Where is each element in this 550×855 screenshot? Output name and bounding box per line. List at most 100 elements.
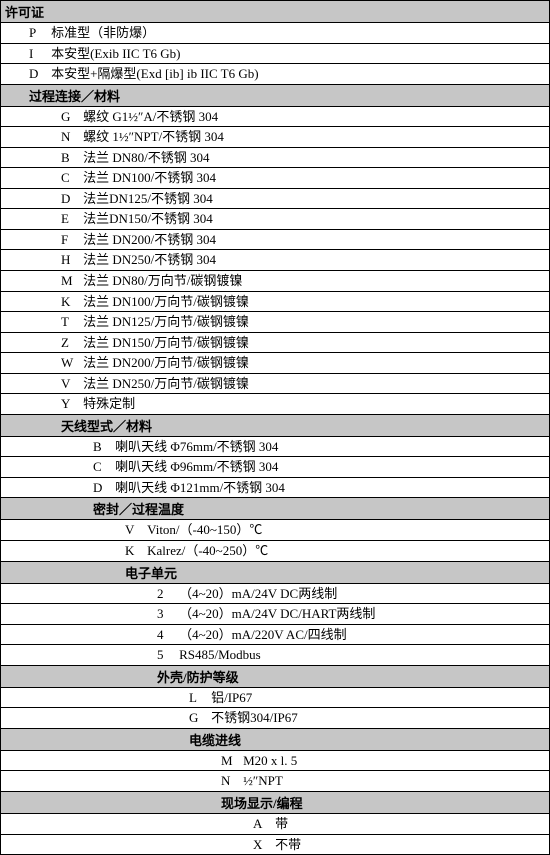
option-code: N (221, 772, 237, 790)
option-desc: 法兰 DN150/万向节/碳钢镀镍 (83, 335, 249, 350)
option-row: V Viton/（-40~150）℃ (1, 520, 549, 541)
option-code: C (93, 458, 109, 476)
option-desc: （4~20）mA/220V AC/四线制 (179, 627, 347, 642)
option-desc: 法兰 DN80/不锈钢 304 (83, 150, 209, 165)
option-desc: Kalrez/（-40~250）℃ (147, 543, 268, 558)
option-code: Y (61, 395, 77, 413)
option-code: P (29, 24, 45, 42)
option-code: Z (61, 334, 77, 352)
option-code: I (29, 45, 45, 63)
option-code: D (29, 65, 45, 83)
option-desc: 法兰 DN200/万向节/碳钢镀镍 (83, 355, 249, 370)
option-code: L (189, 689, 205, 707)
option-desc: Viton/（-40~150）℃ (147, 522, 262, 537)
option-row: 3 （4~20）mA/24V DC/HART两线制 (1, 604, 549, 625)
option-desc: （4~20）mA/24V DC两线制 (179, 586, 337, 601)
option-row: N 螺纹 1½″NPT/不锈钢 304 (1, 127, 549, 148)
option-row: B 法兰 DN80/不锈钢 304 (1, 148, 549, 169)
option-row: X 不带 (1, 835, 549, 855)
option-desc: 法兰 DN200/不锈钢 304 (83, 232, 216, 247)
option-code: A (253, 815, 269, 833)
option-row: N ½″NPT (1, 771, 549, 792)
option-row: D 法兰DN125/不锈钢 304 (1, 189, 549, 210)
option-row: V 法兰 DN250/万向节/碳钢镀镍 (1, 374, 549, 395)
option-code: M (61, 272, 77, 290)
section-header: 现场显示/编程 (1, 792, 549, 814)
option-row: 4 （4~20）mA/220V AC/四线制 (1, 625, 549, 646)
option-code: D (61, 190, 77, 208)
option-desc: 螺纹 G1½″A/不锈钢 304 (83, 109, 218, 124)
option-desc: 法兰 DN80/万向节/碳钢镀镍 (83, 273, 242, 288)
option-desc: 铝/IP67 (211, 690, 252, 705)
option-row: C 喇叭天线 Φ96mm/不锈钢 304 (1, 457, 549, 478)
option-row: Y 特殊定制 (1, 394, 549, 415)
option-desc: M20 x l. 5 (243, 753, 297, 768)
option-desc: 喇叭天线 Φ76mm/不锈钢 304 (115, 439, 278, 454)
section-header: 外壳/防护等级 (1, 666, 549, 688)
option-row: A 带 (1, 814, 549, 835)
option-code: 2 (157, 585, 173, 603)
option-row: M M20 x l. 5 (1, 751, 549, 772)
option-code: 3 (157, 605, 173, 623)
option-code: F (61, 231, 77, 249)
option-code: 5 (157, 646, 173, 664)
option-code: K (61, 293, 77, 311)
option-row: B 喇叭天线 Φ76mm/不锈钢 304 (1, 437, 549, 458)
option-row: D 本安型+隔爆型(Exd [ib] ib IIC T6 Gb) (1, 64, 549, 85)
option-row: T 法兰 DN125/万向节/碳钢镀镍 (1, 312, 549, 333)
option-desc: 螺纹 1½″NPT/不锈钢 304 (83, 129, 224, 144)
option-row: H 法兰 DN250/不锈钢 304 (1, 250, 549, 271)
option-row: L 铝/IP67 (1, 688, 549, 709)
option-row: D 喇叭天线 Φ121mm/不锈钢 304 (1, 478, 549, 499)
option-desc: 法兰 DN250/万向节/碳钢镀镍 (83, 376, 249, 391)
option-desc: 法兰DN125/不锈钢 304 (83, 191, 213, 206)
option-desc: 法兰 DN100/万向节/碳钢镀镍 (83, 294, 249, 309)
option-code: C (61, 169, 77, 187)
section-header: 天线型式／材料 (1, 415, 549, 437)
option-row: 2 （4~20）mA/24V DC两线制 (1, 584, 549, 605)
option-row: M 法兰 DN80/万向节/碳钢镀镍 (1, 271, 549, 292)
option-row: G 螺纹 G1½″A/不锈钢 304 (1, 107, 549, 128)
option-desc: 带 (275, 816, 288, 831)
option-code: X (253, 836, 269, 854)
option-desc: 法兰 DN125/万向节/碳钢镀镍 (83, 314, 249, 329)
section-header: 许可证 (1, 1, 549, 23)
option-desc: 法兰DN150/不锈钢 304 (83, 211, 213, 226)
option-desc: 喇叭天线 Φ96mm/不锈钢 304 (115, 459, 278, 474)
option-desc: 特殊定制 (83, 396, 135, 411)
option-code: M (221, 752, 237, 770)
option-code: B (61, 149, 77, 167)
option-row: 5 RS485/Modbus (1, 645, 549, 666)
option-desc: 本安型(Exib IIC T6 Gb) (51, 46, 180, 61)
option-row: K 法兰 DN100/万向节/碳钢镀镍 (1, 292, 549, 313)
option-code: E (61, 210, 77, 228)
section-header: 电子单元 (1, 562, 549, 584)
option-desc: ½″NPT (243, 773, 283, 788)
option-code: V (61, 375, 77, 393)
option-desc: 本安型+隔爆型(Exd [ib] ib IIC T6 Gb) (51, 66, 259, 81)
option-desc: 不带 (275, 837, 301, 852)
option-row: G 不锈钢304/IP67 (1, 708, 549, 729)
option-code: V (125, 521, 141, 539)
option-row: F 法兰 DN200/不锈钢 304 (1, 230, 549, 251)
section-header: 密封／过程温度 (1, 498, 549, 520)
option-code: W (61, 354, 77, 372)
option-code: B (93, 438, 109, 456)
option-row: W 法兰 DN200/万向节/碳钢镀镍 (1, 353, 549, 374)
option-desc: 法兰 DN100/不锈钢 304 (83, 170, 216, 185)
option-code: D (93, 479, 109, 497)
option-code: K (125, 542, 141, 560)
section-header: 电缆进线 (1, 729, 549, 751)
option-code: 4 (157, 626, 173, 644)
option-row: I 本安型(Exib IIC T6 Gb) (1, 44, 549, 65)
option-desc: 标准型（非防爆） (51, 25, 155, 40)
section-header: 过程连接／材料 (1, 85, 549, 107)
option-desc: RS485/Modbus (179, 647, 261, 662)
option-code: G (61, 108, 77, 126)
option-code: G (189, 709, 205, 727)
option-desc: 不锈钢304/IP67 (211, 710, 298, 725)
option-code: T (61, 313, 77, 331)
option-code: H (61, 251, 77, 269)
option-row: Z 法兰 DN150/万向节/碳钢镀镍 (1, 333, 549, 354)
option-row: P 标准型（非防爆） (1, 23, 549, 44)
